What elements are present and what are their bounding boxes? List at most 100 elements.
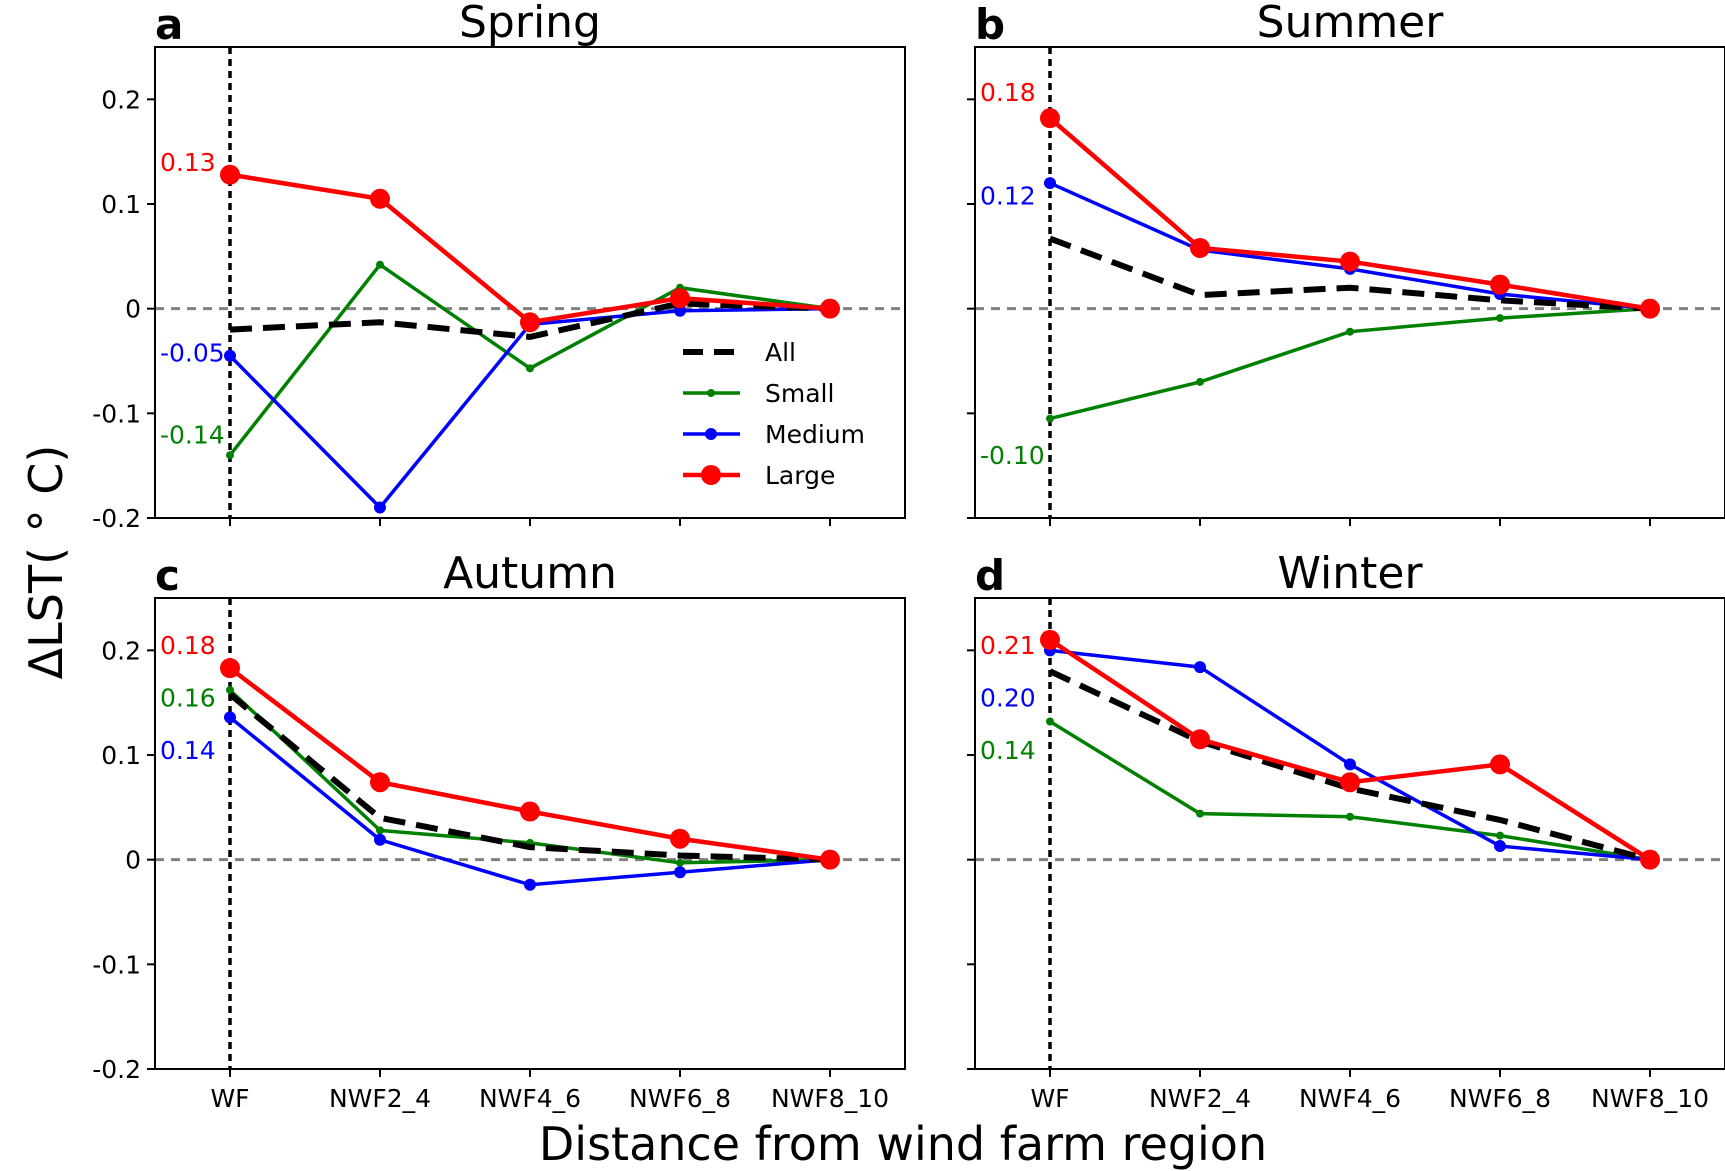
data-point-small bbox=[1196, 809, 1204, 818]
legend-marker-small bbox=[707, 389, 715, 397]
x-tick-label: NWF4_6 bbox=[1299, 1084, 1401, 1113]
series-line-all bbox=[229, 300, 831, 340]
data-point-large bbox=[520, 801, 540, 822]
data-point-small bbox=[1046, 717, 1054, 726]
series-line-all bbox=[1048, 668, 1651, 863]
data-point-medium bbox=[1044, 177, 1056, 190]
y-axis-title: ΔLST( ° C) bbox=[19, 445, 73, 680]
data-point-small bbox=[1496, 314, 1504, 323]
data-point-medium bbox=[674, 866, 686, 879]
y-tick-label: -0.2 bbox=[92, 504, 141, 533]
plot-frame bbox=[154, 597, 906, 1070]
series-line-all bbox=[1048, 235, 1651, 312]
data-point-small bbox=[1196, 377, 1204, 386]
value-annotation: -0.14 bbox=[160, 420, 225, 449]
x-tick-label: NWF8_10 bbox=[771, 1084, 889, 1113]
plot-frame bbox=[974, 46, 1725, 519]
data-point-medium bbox=[1494, 840, 1506, 853]
series-line-large bbox=[229, 172, 831, 325]
data-point-large bbox=[1490, 274, 1510, 295]
value-annotation: 0.13 bbox=[160, 148, 216, 177]
data-point-large bbox=[1340, 772, 1360, 793]
legend-label-medium: Medium bbox=[765, 420, 865, 449]
data-point-large bbox=[1040, 108, 1060, 129]
data-point-small bbox=[226, 451, 234, 460]
legend-marker-large bbox=[701, 465, 721, 485]
value-annotation: 0.21 bbox=[980, 631, 1036, 660]
series-line-large bbox=[1048, 116, 1651, 311]
data-point-small bbox=[376, 260, 384, 269]
data-point-small bbox=[676, 858, 684, 867]
data-point-small bbox=[1346, 327, 1354, 336]
panel-a: -0.2 -0.1 0 0.1 0.2 Spring a 0.13 -0.05 -0.14 All S… bbox=[92, 0, 906, 533]
data-point-large bbox=[1640, 849, 1660, 870]
panel-b: Summer b 0.18 0.12 -0.10 bbox=[967, 0, 1725, 526]
data-point-medium bbox=[1344, 758, 1356, 771]
data-point-medium bbox=[1194, 661, 1206, 674]
panel-d: WF NWF2_4 NWF4_6 NWF6_8 NWF8_10 Winter d 0.21 0.… bbox=[967, 548, 1725, 1113]
value-annotation: -0.10 bbox=[980, 441, 1045, 470]
x-tick-label: WF bbox=[1030, 1084, 1069, 1113]
x-tick-label: NWF6_8 bbox=[1449, 1084, 1551, 1113]
y-tick-label: 0 bbox=[125, 295, 141, 324]
x-tick-label: NWF4_6 bbox=[479, 1084, 581, 1113]
series-line-small bbox=[228, 688, 831, 865]
y-tick-label: -0.2 bbox=[92, 1055, 141, 1084]
y-tick-label: -0.1 bbox=[92, 950, 141, 979]
panel-c: -0.2 -0.1 0 0.1 0.2 WF NWF2_4 NWF4_6 NWF6_8 NWF8_… bbox=[92, 548, 906, 1113]
data-point-medium bbox=[524, 878, 536, 891]
legend-label-all: All bbox=[765, 338, 796, 367]
panel-letter: c bbox=[155, 551, 180, 600]
data-point-large bbox=[670, 288, 690, 309]
series-line-large bbox=[1048, 637, 1652, 862]
y-tick-label: 0.1 bbox=[101, 190, 141, 219]
panel-letter: a bbox=[155, 0, 183, 49]
legend-label-small: Small bbox=[765, 379, 834, 408]
data-point-medium bbox=[374, 833, 386, 846]
x-tick-label: NWF2_4 bbox=[329, 1084, 431, 1113]
panel-title: Summer bbox=[1257, 0, 1445, 48]
data-point-large bbox=[820, 298, 840, 319]
data-point-large bbox=[1490, 754, 1510, 775]
legend-label-large: Large bbox=[765, 461, 835, 490]
data-point-medium bbox=[224, 349, 236, 362]
data-point-large bbox=[820, 849, 840, 870]
data-point-medium bbox=[224, 711, 236, 724]
y-tick-label: -0.1 bbox=[92, 399, 141, 428]
value-annotation: 0.18 bbox=[980, 78, 1036, 107]
legend-marker-medium bbox=[705, 428, 717, 440]
panel-title: Winter bbox=[1277, 548, 1423, 599]
series-line-all bbox=[228, 691, 831, 863]
series-line-small bbox=[228, 262, 831, 457]
panel-title: Autumn bbox=[443, 548, 617, 599]
value-annotation: 0.14 bbox=[160, 736, 216, 765]
data-point-small bbox=[1346, 812, 1354, 821]
data-point-large bbox=[1640, 298, 1660, 319]
y-tick-label: 0.2 bbox=[101, 85, 141, 114]
series-line-large bbox=[228, 666, 831, 862]
value-annotation: 0.20 bbox=[980, 683, 1036, 712]
data-point-large bbox=[520, 312, 540, 333]
data-point-medium bbox=[374, 501, 386, 514]
x-tick-label: NWF8_10 bbox=[1591, 1084, 1709, 1113]
data-point-small bbox=[376, 826, 384, 835]
value-annotation: 0.18 bbox=[160, 631, 216, 660]
value-annotation: 0.12 bbox=[980, 182, 1036, 211]
y-tick-label: 0 bbox=[125, 846, 141, 875]
panel-letter: b bbox=[975, 0, 1005, 49]
data-point-large bbox=[1040, 629, 1060, 650]
y-tick-label: 0.1 bbox=[101, 741, 141, 770]
data-point-large bbox=[670, 828, 690, 849]
x-tick-label: NWF6_8 bbox=[629, 1084, 731, 1113]
data-point-large bbox=[220, 164, 240, 185]
panel-title: Spring bbox=[459, 0, 601, 48]
value-annotation: -0.05 bbox=[160, 339, 225, 368]
x-axis-title: Distance from wind farm region bbox=[539, 1117, 1267, 1171]
data-point-medium bbox=[674, 304, 686, 317]
data-point-large bbox=[370, 772, 390, 793]
data-point-large bbox=[220, 658, 240, 679]
series-line-medium bbox=[1049, 648, 1651, 862]
data-point-small bbox=[526, 364, 534, 373]
y-tick-label: 0.2 bbox=[101, 636, 141, 665]
